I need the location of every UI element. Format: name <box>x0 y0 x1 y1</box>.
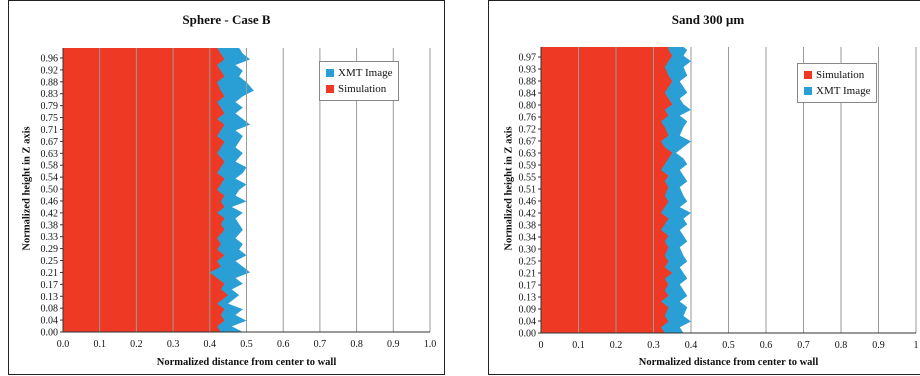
y-tick-label: 0.83 <box>41 89 59 100</box>
x-tick-label: 1 <box>914 340 919 351</box>
y-tick-label: 0.80 <box>519 101 537 112</box>
y-tick-label: 0.75 <box>41 113 59 124</box>
x-axis-label: Normalized distance from center to wall <box>156 357 337 368</box>
y-tick-label: 0.42 <box>41 208 59 219</box>
y-tick-label: 0.79 <box>41 101 59 112</box>
y-tick-label: 0.93 <box>519 65 537 76</box>
chart-canvas: 0 0.1 0.2 0.3 0.4 0.5 0.6 0.7 0.8 0.9 1 0.000.040.0… <box>519 47 919 351</box>
y-tick-label: 0.38 <box>519 221 537 232</box>
chart-panel-sphere: Sphere - Case B 0.0 0.1 0.2 0.3 0.4 0.5 0.6 0.7… <box>8 0 445 375</box>
x-axis-label: Normalized distance from center to wall <box>638 357 819 368</box>
y-tick-label: 0.46 <box>519 197 537 208</box>
x-tick-label: 0.8 <box>350 339 363 350</box>
y-tick-label: 0.55 <box>519 173 537 184</box>
legend-item: Simulation <box>326 81 392 97</box>
y-tick-label: 0.38 <box>41 220 59 231</box>
x-tick-label: 0.5 <box>240 339 253 350</box>
y-tick-label: 0.71 <box>41 125 59 136</box>
y-tick-label: 0.17 <box>41 280 59 291</box>
legend-item: Simulation <box>804 67 870 83</box>
x-tick-label: 0.7 <box>797 340 810 351</box>
x-tick-label: 0.6 <box>277 339 290 350</box>
y-tick-label: 0.63 <box>41 149 59 160</box>
y-tick-label: 0.09 <box>519 305 537 316</box>
x-tick-label: 0.4 <box>204 339 217 350</box>
y-tick-label: 0.76 <box>519 113 537 124</box>
y-tick-label: 0.33 <box>41 232 59 243</box>
y-tick-label: 0.46 <box>41 196 59 207</box>
y-tick-label: 0.13 <box>519 293 537 304</box>
legend-label: Simulation <box>816 69 865 81</box>
y-tick-label: 0.42 <box>519 209 537 220</box>
x-tick-label: 0.5 <box>722 340 735 351</box>
y-axis-label: Normalized height in Z axis <box>503 126 515 251</box>
x-tick-label: 0.7 <box>314 339 327 350</box>
legend: XMT Image Simulation <box>319 61 400 101</box>
x-tick-label: 0.9 <box>872 340 885 351</box>
legend-item: XMT Image <box>326 65 392 81</box>
y-tick-label: 0.72 <box>519 125 537 136</box>
x-tick-label: 0.4 <box>685 340 698 351</box>
y-tick-label: 0.00 <box>519 329 537 340</box>
y-tick-label: 0.97 <box>519 53 537 64</box>
y-tick-label: 0.92 <box>41 65 59 76</box>
x-tick-label: 0 <box>539 340 544 351</box>
chart-panel-sand: Sand 300 µm 0 0.1 0.2 0.3 0.4 0.5 0.6 0.7 0.8 0.9… <box>488 0 920 375</box>
legend-label: Simulation <box>338 83 387 95</box>
y-tick-label: 0.08 <box>41 304 59 315</box>
y-tick-label: 0.96 <box>41 54 59 65</box>
legend-swatch-simulation <box>326 85 334 93</box>
y-tick-label: 0.17 <box>519 281 537 292</box>
y-tick-label: 0.59 <box>519 161 537 172</box>
y-tick-label: 0.88 <box>519 77 537 88</box>
legend-swatch-simulation <box>804 71 812 79</box>
y-tick-label: 0.30 <box>519 245 537 256</box>
y-tick-label: 0.67 <box>41 137 59 148</box>
x-tick-label: 0.9 <box>387 339 400 350</box>
y-tick-label: 0.51 <box>519 185 537 196</box>
x-tick-label: 0.1 <box>572 340 585 351</box>
y-tick-label: 0.34 <box>519 233 537 244</box>
y-tick-label: 0.25 <box>519 257 537 268</box>
x-tick-label: 0.2 <box>130 339 143 350</box>
y-tick-label: 0.88 <box>41 77 59 88</box>
y-tick-label: 0.63 <box>519 149 537 160</box>
x-tick-label: 1.0 <box>424 339 437 350</box>
y-tick-label: 0.54 <box>41 173 59 184</box>
y-tick-label: 0.04 <box>519 317 537 328</box>
y-axis-label: Normalized height in Z axis <box>21 126 33 251</box>
y-tick-label: 0.21 <box>41 268 59 279</box>
y-tick-label: 0.25 <box>41 256 59 267</box>
simulation-area <box>541 47 673 333</box>
legend-label: XMT Image <box>816 85 871 97</box>
x-tick-label: 0.0 <box>57 339 70 350</box>
x-tick-label: 0.3 <box>167 339 180 350</box>
chart-canvas: 0.0 0.1 0.2 0.3 0.4 0.5 0.6 0.7 0.8 0.9 1.00.000.0… <box>41 48 437 350</box>
legend-item: XMT Image <box>804 83 870 99</box>
y-tick-label: 0.00 <box>41 328 59 339</box>
y-tick-label: 0.84 <box>519 89 537 100</box>
legend-swatch-xmt <box>804 87 812 95</box>
y-tick-label: 0.67 <box>519 137 537 148</box>
y-tick-label: 0.50 <box>41 185 59 196</box>
x-tick-label: 0.8 <box>835 340 848 351</box>
y-tick-label: 0.04 <box>41 316 59 327</box>
chart-title: Sand 300 µm <box>671 12 745 27</box>
chart-title: Sphere - Case B <box>182 12 271 27</box>
simulation-area <box>63 48 229 332</box>
x-tick-label: 0.6 <box>760 340 773 351</box>
x-tick-label: 0.2 <box>610 340 623 351</box>
y-tick-label: 0.29 <box>41 244 59 255</box>
x-tick-label: 0.1 <box>93 339 106 350</box>
legend: Simulation XMT Image <box>797 63 878 103</box>
y-tick-label: 0.58 <box>41 161 59 172</box>
y-tick-label: 0.21 <box>519 269 537 280</box>
legend-label: XMT Image <box>338 67 393 79</box>
x-tick-label: 0.3 <box>647 340 660 351</box>
legend-swatch-xmt <box>326 69 334 77</box>
y-tick-label: 0.13 <box>41 292 59 303</box>
